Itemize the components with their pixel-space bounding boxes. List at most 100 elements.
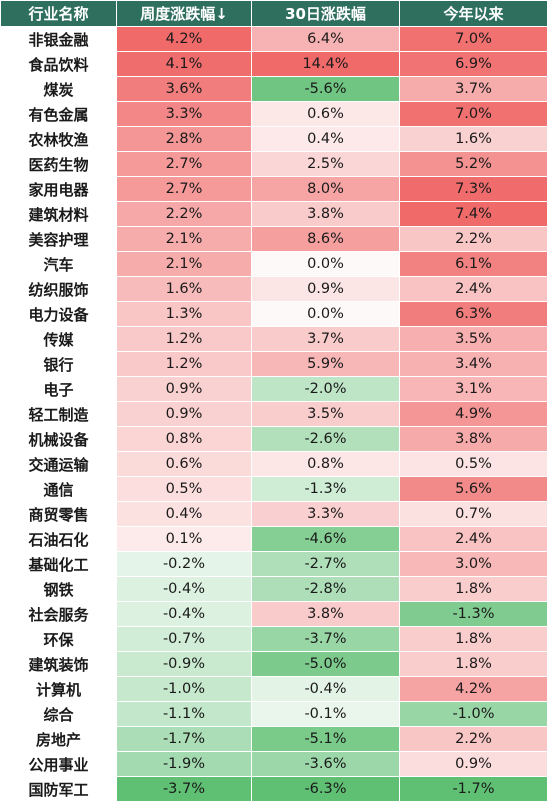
thirty-day-change-cell: -5.6% bbox=[252, 77, 400, 102]
weekly-change-cell: 4.1% bbox=[117, 52, 252, 77]
table-row: 环保-0.7%-3.7%1.8% bbox=[1, 627, 547, 652]
ytd-change-cell: 6.3% bbox=[400, 302, 547, 327]
thirty-day-change-cell: -1.3% bbox=[252, 477, 400, 502]
thirty-day-change-cell: 3.7% bbox=[252, 327, 400, 352]
industry-name-cell: 机械设备 bbox=[1, 427, 117, 452]
ytd-change-cell: 0.9% bbox=[400, 752, 547, 777]
table-header: 行业名称 周度涨跌幅↓ 30日涨跌幅 今年以来 bbox=[1, 1, 547, 27]
industry-name-cell: 农林牧渔 bbox=[1, 127, 117, 152]
weekly-change-cell: -0.4% bbox=[117, 602, 252, 627]
ytd-change-cell: 7.0% bbox=[400, 102, 547, 127]
weekly-change-cell: 0.5% bbox=[117, 477, 252, 502]
industry-name-cell: 公用事业 bbox=[1, 752, 117, 777]
thirty-day-change-cell: -3.6% bbox=[252, 752, 400, 777]
industry-name-cell: 钢铁 bbox=[1, 577, 117, 602]
industry-name-cell: 社会服务 bbox=[1, 602, 117, 627]
ytd-change-cell: 2.2% bbox=[400, 227, 547, 252]
ytd-change-cell: -1.3% bbox=[400, 602, 547, 627]
thirty-day-change-cell: 5.9% bbox=[252, 352, 400, 377]
thirty-day-change-cell: 0.0% bbox=[252, 302, 400, 327]
thirty-day-change-cell: 3.8% bbox=[252, 202, 400, 227]
ytd-change-cell: 1.8% bbox=[400, 652, 547, 677]
weekly-change-cell: -0.2% bbox=[117, 552, 252, 577]
industry-name-cell: 房地产 bbox=[1, 727, 117, 752]
industry-name-cell: 美容护理 bbox=[1, 227, 117, 252]
industry-name-cell: 通信 bbox=[1, 477, 117, 502]
header-ytd-change[interactable]: 今年以来 bbox=[400, 1, 547, 27]
table-row: 钢铁-0.4%-2.8%1.8% bbox=[1, 577, 547, 602]
header-weekly-change[interactable]: 周度涨跌幅↓ bbox=[117, 1, 252, 27]
thirty-day-change-cell: -0.1% bbox=[252, 702, 400, 727]
weekly-change-cell: -1.7% bbox=[117, 727, 252, 752]
industry-name-cell: 国防军工 bbox=[1, 777, 117, 802]
weekly-change-cell: 0.8% bbox=[117, 427, 252, 452]
table-row: 计算机-1.0%-0.4%4.2% bbox=[1, 677, 547, 702]
thirty-day-change-cell: -2.7% bbox=[252, 552, 400, 577]
thirty-day-change-cell: 2.5% bbox=[252, 152, 400, 177]
industry-name-cell: 银行 bbox=[1, 352, 117, 377]
ytd-change-cell: 0.5% bbox=[400, 452, 547, 477]
industry-name-cell: 综合 bbox=[1, 702, 117, 727]
industry-name-cell: 基础化工 bbox=[1, 552, 117, 577]
ytd-change-cell: 3.5% bbox=[400, 327, 547, 352]
thirty-day-change-cell: 0.8% bbox=[252, 452, 400, 477]
ytd-change-cell: 7.3% bbox=[400, 177, 547, 202]
ytd-change-cell: -1.0% bbox=[400, 702, 547, 727]
ytd-change-cell: -1.7% bbox=[400, 777, 547, 802]
industry-name-cell: 轻工制造 bbox=[1, 402, 117, 427]
weekly-change-cell: -1.0% bbox=[117, 677, 252, 702]
thirty-day-change-cell: 0.0% bbox=[252, 252, 400, 277]
weekly-change-cell: 2.8% bbox=[117, 127, 252, 152]
industry-name-cell: 电力设备 bbox=[1, 302, 117, 327]
thirty-day-change-cell: 0.9% bbox=[252, 277, 400, 302]
weekly-change-cell: -1.9% bbox=[117, 752, 252, 777]
ytd-change-cell: 2.4% bbox=[400, 527, 547, 552]
table-row: 建筑装饰-0.9%-5.0%1.8% bbox=[1, 652, 547, 677]
header-30day-change[interactable]: 30日涨跌幅 bbox=[252, 1, 400, 27]
ytd-change-cell: 3.4% bbox=[400, 352, 547, 377]
ytd-change-cell: 4.9% bbox=[400, 402, 547, 427]
ytd-change-cell: 0.7% bbox=[400, 502, 547, 527]
weekly-change-cell: -0.7% bbox=[117, 627, 252, 652]
industry-name-cell: 纺织服饰 bbox=[1, 277, 117, 302]
weekly-change-cell: -0.9% bbox=[117, 652, 252, 677]
weekly-change-cell: 0.9% bbox=[117, 377, 252, 402]
industry-name-cell: 商贸零售 bbox=[1, 502, 117, 527]
industry-name-cell: 环保 bbox=[1, 627, 117, 652]
industry-name-cell: 电子 bbox=[1, 377, 117, 402]
weekly-change-cell: 2.7% bbox=[117, 152, 252, 177]
thirty-day-change-cell: 0.4% bbox=[252, 127, 400, 152]
thirty-day-change-cell: 6.4% bbox=[252, 27, 400, 52]
ytd-change-cell: 5.2% bbox=[400, 152, 547, 177]
thirty-day-change-cell: 3.5% bbox=[252, 402, 400, 427]
industry-name-cell: 食品饮料 bbox=[1, 52, 117, 77]
thirty-day-change-cell: -0.4% bbox=[252, 677, 400, 702]
ytd-change-cell: 2.2% bbox=[400, 727, 547, 752]
ytd-change-cell: 6.1% bbox=[400, 252, 547, 277]
thirty-day-change-cell: 14.4% bbox=[252, 52, 400, 77]
industry-name-cell: 非银金融 bbox=[1, 27, 117, 52]
weekly-change-cell: 2.1% bbox=[117, 252, 252, 277]
ytd-change-cell: 7.4% bbox=[400, 202, 547, 227]
table-row: 综合-1.1%-0.1%-1.0% bbox=[1, 702, 547, 727]
ytd-change-cell: 7.0% bbox=[400, 27, 547, 52]
weekly-change-cell: 0.9% bbox=[117, 402, 252, 427]
header-industry-name: 行业名称 bbox=[1, 1, 117, 27]
industry-name-cell: 计算机 bbox=[1, 677, 117, 702]
thirty-day-change-cell: -2.0% bbox=[252, 377, 400, 402]
ytd-change-cell: 3.7% bbox=[400, 77, 547, 102]
weekly-change-cell: 4.2% bbox=[117, 27, 252, 52]
